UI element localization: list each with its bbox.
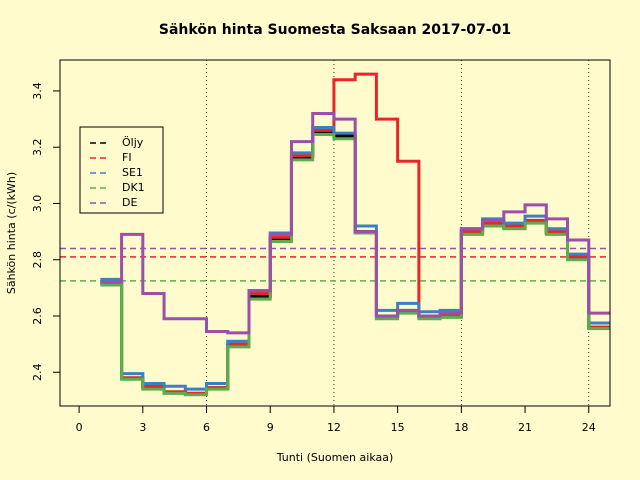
y-tick-label: 3.4	[31, 82, 44, 100]
y-tick-label: 3.2	[31, 138, 44, 156]
legend-box	[79, 126, 164, 214]
y-tick-label: 2.4	[31, 363, 44, 381]
legend-label: SE1	[122, 166, 143, 179]
legend-label: DK1	[122, 181, 145, 194]
y-tick-label: 3.0	[31, 195, 44, 213]
x-tick-label: 6	[203, 421, 210, 434]
legend-label: Öljy	[122, 136, 144, 149]
x-axis-label: Tunti (Suomen aikaa)	[276, 451, 394, 464]
x-tick-label: 15	[391, 421, 405, 434]
x-tick-label: 3	[139, 421, 146, 434]
legend-label: FI	[122, 151, 132, 164]
legend-label: DE	[122, 196, 137, 209]
series-line	[100, 111, 610, 335]
y-tick-label: 2.6	[31, 307, 44, 325]
x-tick-label: 21	[518, 421, 532, 434]
x-tick-label: 0	[76, 421, 83, 434]
x-tick-label: 12	[327, 421, 341, 434]
y-axis-label: Sähkön hinta (c/(kWh)	[5, 172, 18, 294]
x-tick-label: 9	[267, 421, 274, 434]
x-tick-label: 18	[454, 421, 468, 434]
plot-frame	[59, 59, 611, 407]
x-tick-label: 24	[582, 421, 596, 434]
chart-title: Sähkön hinta Suomesta Saksaan 2017-07-01	[159, 22, 511, 38]
y-tick-label: 2.8	[31, 251, 44, 269]
